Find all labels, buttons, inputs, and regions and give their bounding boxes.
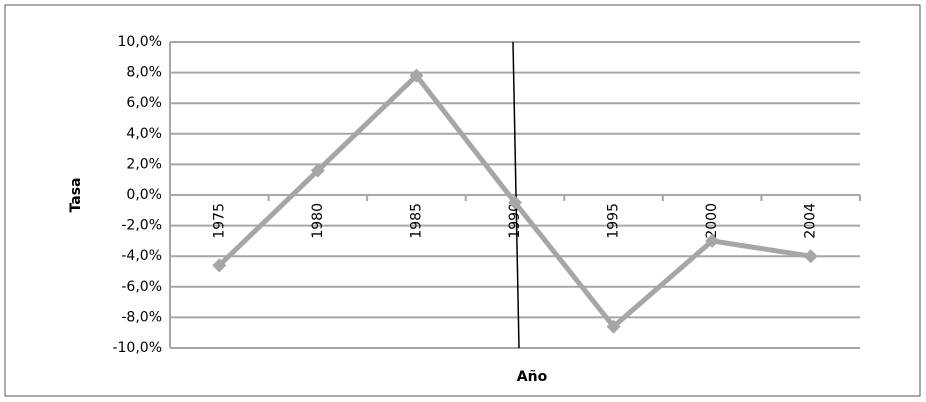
- point-marker: [409, 68, 424, 83]
- x-tick-label: 1980: [310, 203, 326, 239]
- chart-frame: [4, 4, 921, 397]
- point-marker: [705, 233, 720, 248]
- point-marker: [803, 249, 818, 264]
- y-tick-label: 4,0%: [126, 126, 162, 142]
- y-tick-label: -4,0%: [121, 248, 162, 264]
- x-tick-label: 1990: [507, 203, 523, 239]
- point-marker: [508, 195, 522, 210]
- y-tick-label: -2,0%: [121, 218, 162, 234]
- x-tick-label: 1995: [606, 203, 622, 239]
- x-tick-label: 2000: [704, 203, 720, 239]
- y-tick-label: 0,0%: [126, 187, 162, 203]
- point-marker: [212, 258, 227, 273]
- y-tick-label: -6,0%: [121, 279, 162, 295]
- x-tick-label: 1985: [408, 203, 424, 239]
- y-tick-label: 6,0%: [126, 95, 162, 111]
- y-axis-title: Tasa: [68, 178, 84, 213]
- y-tick-label: 8,0%: [126, 65, 162, 81]
- highlight-line: [512, 41, 520, 349]
- y-tick-label: 2,0%: [126, 156, 162, 172]
- point-marker: [606, 319, 621, 334]
- point-marker: [310, 163, 325, 178]
- x-tick-label: 2004: [803, 203, 819, 239]
- x-axis-title: Año: [517, 369, 548, 385]
- x-tick-label: 1975: [211, 203, 227, 239]
- y-tick-label: 10,0%: [118, 34, 162, 50]
- y-tick-label: -8,0%: [121, 309, 162, 325]
- y-tick-label: -10,0%: [112, 340, 162, 356]
